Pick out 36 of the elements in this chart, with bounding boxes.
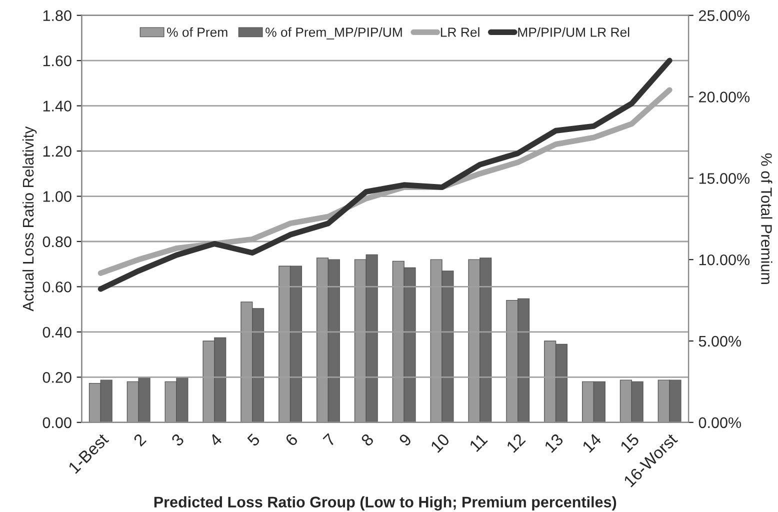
y-tick-label: 1.40 [43, 100, 72, 112]
x-tick-label: 4 [208, 432, 223, 447]
y2-tick-label: 5.00% [698, 336, 742, 347]
x-tick-label: 7 [322, 433, 336, 447]
x-tick-label: 3 [170, 432, 185, 447]
y2-tick-label: 10.00% [699, 254, 750, 266]
y2-tick-label: 25.00% [699, 10, 750, 22]
y-axis-title: Actual Loss Ratio Relativity [22, 126, 37, 312]
x-tick-label: 8 [360, 432, 374, 447]
x-tick-label: 2 [132, 433, 147, 447]
y2-tick-label: 0.00% [698, 417, 742, 428]
y2-tick-label: 15.00% [699, 173, 750, 184]
y2-tick-label: 20.00% [699, 92, 750, 102]
legend-label: MP/PIP/UM LR Rel [518, 27, 630, 37]
y-tick-label: 1.80 [43, 10, 72, 22]
x-tick-label: 14 [582, 432, 602, 453]
y-tick-label: 0.40 [42, 326, 72, 338]
x-axis-title: Predicted Loss Ratio Group (Low to High; Premium percentiles) [154, 496, 616, 511]
x-tick-label: 6 [284, 432, 298, 447]
y-tick-label: 1.60 [43, 55, 72, 66]
x-tick-label: 9 [398, 432, 412, 447]
y2-axis-title: % of Total Premium [761, 153, 772, 284]
y-tick-label: 1.20 [43, 146, 72, 157]
x-tick-label: 13 [544, 432, 564, 453]
legend-label: % of Prem_MP/PIP/UM [266, 27, 402, 40]
x-tick-label: 11 [469, 433, 488, 452]
legend-label: % of Prem [167, 27, 228, 37]
y-tick-label: 1.00 [43, 191, 72, 202]
y-tick-label: 0.00 [42, 417, 72, 428]
x-tick-label: 5 [246, 433, 261, 447]
legend-label: LR Rel [440, 27, 480, 37]
x-tick-label: 12 [506, 433, 526, 453]
y-tick-label: 0.60 [42, 282, 72, 292]
x-tick-label: 10 [430, 432, 450, 453]
y-tick-label: 0.20 [42, 372, 72, 383]
y-tick-label: 0.80 [42, 236, 72, 248]
